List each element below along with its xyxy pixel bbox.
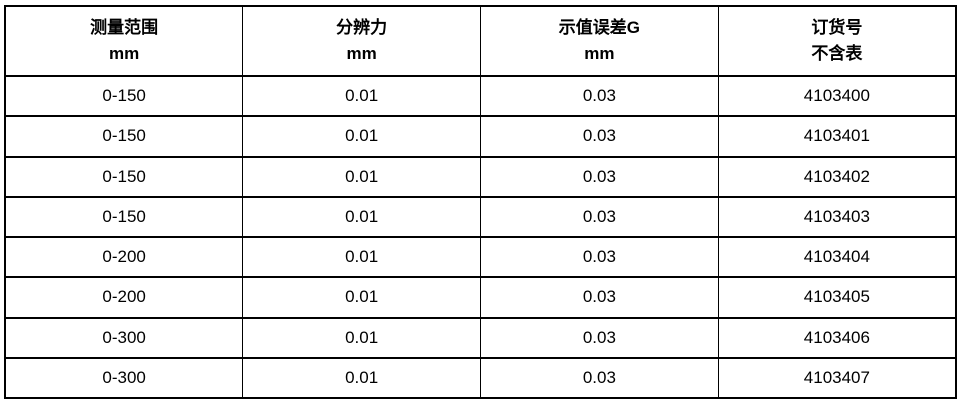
- cell-measuring-range: 0-150: [4, 115, 244, 158]
- cell-indication-error: 0.03: [480, 74, 719, 118]
- cell-resolution: 0.01: [242, 235, 481, 279]
- cell-measuring-range: 0-150: [4, 74, 244, 118]
- cell-indication-error: 0.03: [480, 356, 719, 400]
- cell-resolution: 0.01: [242, 155, 481, 198]
- cell-order-number: 4103406: [717, 316, 957, 359]
- cell-order-number: 4103407: [717, 356, 957, 400]
- cell-order-number: 4103400: [717, 74, 957, 118]
- header-row: 测量范围 mm 分辨力 mm 示值误差G mm 订货号 不含表: [4, 5, 957, 77]
- cell-resolution: 0.01: [242, 74, 481, 118]
- table-header: 测量范围 mm 分辨力 mm 示值误差G mm 订货号 不含表: [4, 5, 957, 77]
- cell-indication-error: 0.03: [480, 155, 719, 198]
- cell-resolution: 0.01: [242, 276, 481, 319]
- cell-measuring-range: 0-150: [4, 195, 244, 239]
- cell-order-number: 4103405: [717, 276, 957, 319]
- table-row: 0-200 0.01 0.03 4103404: [4, 235, 957, 279]
- column-title: 订货号: [811, 18, 863, 37]
- cell-resolution: 0.01: [242, 356, 481, 400]
- table-row: 0-300 0.01 0.03 4103407: [4, 356, 957, 400]
- cell-indication-error: 0.03: [480, 316, 719, 359]
- cell-measuring-range: 0-300: [4, 356, 244, 400]
- table-row: 0-300 0.01 0.03 4103406: [4, 316, 957, 359]
- table-row: 0-150 0.01 0.03 4103402: [4, 155, 957, 198]
- cell-measuring-range: 0-300: [4, 316, 244, 359]
- cell-indication-error: 0.03: [480, 276, 719, 319]
- table-row: 0-150 0.01 0.03 4103401: [4, 115, 957, 158]
- column-header-order-number: 订货号 不含表: [717, 5, 957, 77]
- table-row: 0-150 0.01 0.03 4103403: [4, 195, 957, 239]
- column-header-indication-error: 示值误差G mm: [480, 5, 719, 77]
- table-body: 0-150 0.01 0.03 4103400 0-150 0.01 0.03 …: [4, 74, 957, 400]
- column-unit: 不含表: [811, 44, 863, 63]
- cell-order-number: 4103402: [717, 155, 957, 198]
- cell-order-number: 4103403: [717, 195, 957, 239]
- cell-resolution: 0.01: [242, 195, 481, 239]
- column-header-resolution: 分辨力 mm: [242, 5, 481, 77]
- column-unit: mm: [109, 44, 140, 63]
- cell-indication-error: 0.03: [480, 195, 719, 239]
- column-title: 测量范围: [90, 18, 159, 37]
- cell-indication-error: 0.03: [480, 235, 719, 279]
- column-unit: mm: [584, 44, 615, 63]
- cell-resolution: 0.01: [242, 316, 481, 359]
- column-unit: mm: [346, 44, 377, 63]
- table-row: 0-200 0.01 0.03 4103405: [4, 276, 957, 319]
- cell-measuring-range: 0-200: [4, 276, 244, 319]
- cell-resolution: 0.01: [242, 115, 481, 158]
- column-header-measuring-range: 测量范围 mm: [4, 5, 244, 77]
- table-row: 0-150 0.01 0.03 4103400: [4, 74, 957, 118]
- spec-table: 测量范围 mm 分辨力 mm 示值误差G mm 订货号 不含表 0-1: [4, 5, 957, 400]
- cell-indication-error: 0.03: [480, 115, 719, 158]
- cell-order-number: 4103404: [717, 235, 957, 279]
- column-title: 分辨力: [336, 18, 388, 37]
- column-title: 示值误差G: [558, 18, 640, 37]
- cell-measuring-range: 0-200: [4, 235, 244, 279]
- cell-order-number: 4103401: [717, 115, 957, 158]
- cell-measuring-range: 0-150: [4, 155, 244, 198]
